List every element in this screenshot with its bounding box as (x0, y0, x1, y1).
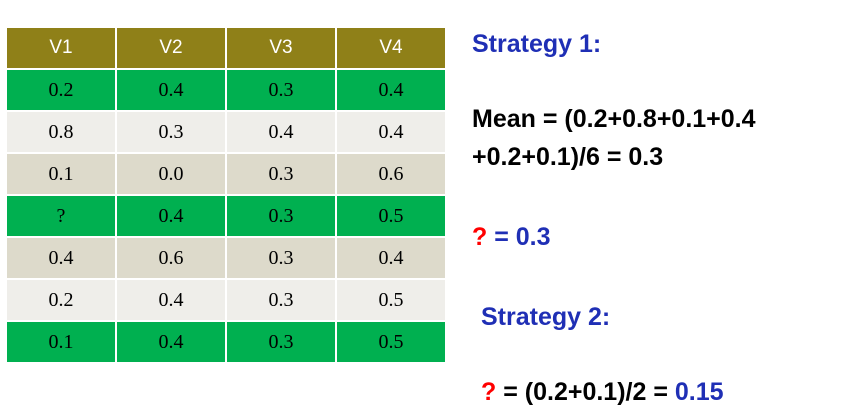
table-cell: 0.4 (116, 279, 227, 322)
table-cell: 0.4 (116, 321, 227, 364)
column-header: V4 (336, 28, 445, 70)
table-cell: 0.4 (226, 111, 337, 154)
strategy-1-result: ? = 0.3 (472, 223, 551, 252)
table-cell: 0.3 (116, 111, 227, 154)
table-cell: 0.4 (116, 195, 227, 238)
table-row: ? 0.4 0.3 0.5 (7, 195, 445, 238)
table-row: 0.4 0.6 0.3 0.4 (7, 237, 445, 280)
missing-value-marker: ? (481, 378, 497, 406)
table-cell: 0.5 (336, 321, 445, 364)
table-cell: ? (7, 195, 117, 238)
table-cell: 0.3 (226, 321, 337, 364)
strategy-1-result-value: = 0.3 (487, 223, 551, 251)
table-row: 0.2 0.4 0.3 0.4 (7, 69, 445, 112)
table-cell: 0.8 (7, 111, 117, 154)
strategy-2-title: Strategy 2: (481, 303, 611, 331)
table-cell: 0.2 (7, 279, 117, 322)
table-cell: 0.2 (7, 69, 117, 112)
strategy-2-formula: = (0.2+0.1)/2 = (496, 378, 675, 406)
table-cell: 0.6 (116, 237, 227, 280)
strategy-2-result-value: 0.15 (674, 378, 724, 406)
table-cell: 0.3 (226, 237, 337, 280)
table-row: 0.1 0.0 0.3 0.6 (7, 153, 445, 196)
table-cell: 0.1 (7, 153, 117, 196)
data-table: V1 V2 V3 V4 0.2 0.4 0.3 0.4 0.8 0.3 0.4 0.4 0.1 0… (7, 28, 445, 364)
mean-formula-line-1: Mean = (0.2+0.8+0.1+0.4 (472, 105, 756, 133)
table-cell: 0.3 (226, 195, 337, 238)
table-cell: 0.6 (336, 153, 445, 196)
table-cell: 0.3 (226, 279, 337, 322)
table-cell: 0.0 (116, 153, 227, 196)
table-cell: 0.4 (7, 237, 117, 280)
missing-value-marker: ? (472, 223, 488, 251)
table-cell: 0.4 (336, 69, 445, 112)
table-row: 0.2 0.4 0.3 0.5 (7, 279, 445, 322)
column-header: V1 (7, 28, 117, 70)
mean-formula-line-2: +0.2+0.1)/6 = 0.3 (472, 143, 664, 171)
column-header: V2 (116, 28, 227, 70)
table-cell: 0.4 (116, 69, 227, 112)
strategy-2-result: ? = (0.2+0.1)/2 = 0.15 (481, 378, 724, 407)
table-row: 0.8 0.3 0.4 0.4 (7, 111, 445, 154)
table-row: 0.1 0.4 0.3 0.5 (7, 321, 445, 364)
strategy-1-title: Strategy 1: (472, 30, 602, 58)
table-cell: 0.5 (336, 279, 445, 322)
column-header: V3 (226, 28, 337, 70)
table-cell: 0.1 (7, 321, 117, 364)
table-cell: 0.3 (226, 153, 337, 196)
table-header-row: V1 V2 V3 V4 (7, 28, 445, 70)
table-cell: 0.4 (336, 237, 445, 280)
table-cell: 0.3 (226, 69, 337, 112)
table-cell: 0.5 (336, 195, 445, 238)
table-cell: 0.4 (336, 111, 445, 154)
